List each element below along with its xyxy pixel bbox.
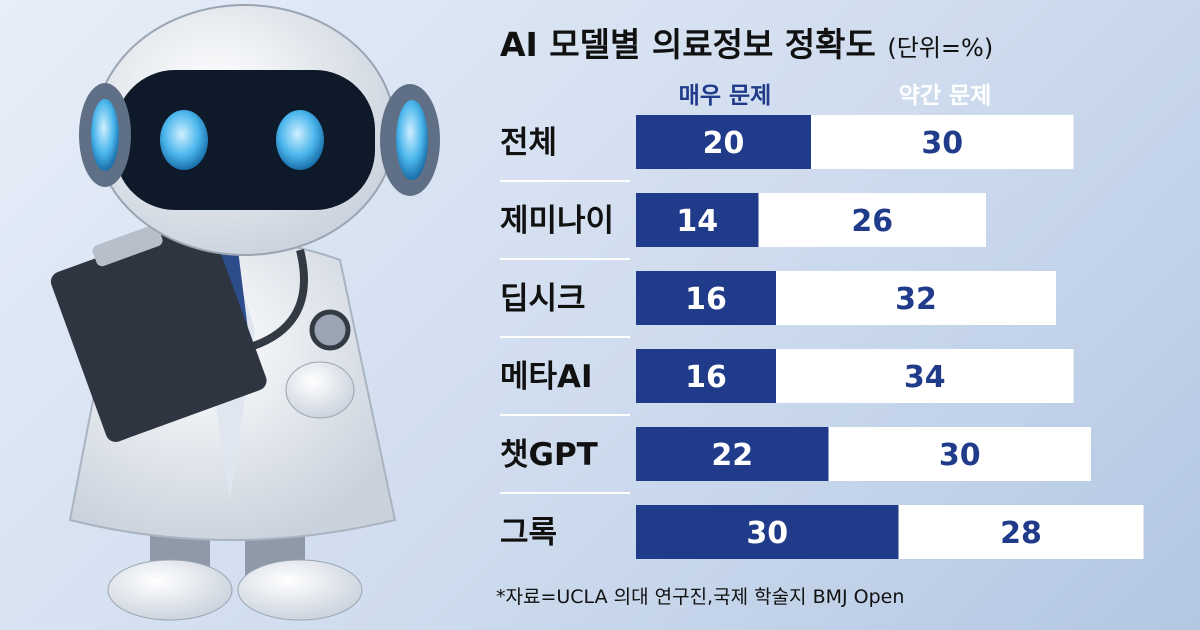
robot-doctor-illustration — [50, 4, 440, 621]
category-label: 제미나이 — [500, 203, 614, 239]
bar-moderate — [776, 349, 1074, 403]
category-label: 챗GPT — [500, 437, 598, 473]
category-label: 딥시크 — [500, 281, 586, 317]
bar-severe — [636, 427, 829, 481]
data-label-moderate: 30 — [921, 126, 963, 161]
data-label-moderate: 32 — [895, 282, 937, 317]
bar-moderate — [898, 505, 1144, 559]
data-label-severe: 16 — [685, 360, 727, 395]
data-label-severe: 14 — [676, 204, 718, 239]
data-label-severe: 20 — [703, 126, 745, 161]
bar-moderate — [811, 115, 1074, 169]
category-label: 그록 — [500, 515, 557, 551]
bar-severe — [636, 271, 776, 325]
bar-moderate — [758, 193, 986, 247]
data-label-severe: 16 — [685, 282, 727, 317]
data-label-severe: 22 — [711, 438, 753, 473]
bar-severe — [636, 115, 811, 169]
chart-title-unit: (단위=%) — [887, 34, 994, 62]
bar-moderate — [776, 271, 1056, 325]
category-label: 전체 — [500, 125, 557, 161]
category-label: 메타AI — [500, 359, 593, 395]
data-label-severe: 30 — [746, 516, 788, 551]
source-note: *자료=UCLA 의대 연구진,국제 학술지 BMJ Open — [496, 586, 905, 608]
data-label-moderate: 30 — [939, 438, 981, 473]
legend-moderate: 약간 문제 — [898, 83, 992, 109]
data-label-moderate: 26 — [851, 204, 893, 239]
data-label-moderate: 28 — [1000, 516, 1042, 551]
chart-title-main: AI 모델별 의료정보 정확도 — [500, 25, 876, 64]
bar-severe — [636, 505, 899, 559]
bar-severe — [636, 349, 776, 403]
bar-severe — [636, 193, 759, 247]
legend-severe: 매우 문제 — [678, 83, 772, 109]
chart-title: AI 모델별 의료정보 정확도 (단위=%) — [500, 18, 993, 66]
data-label-moderate: 34 — [904, 360, 946, 395]
bar-moderate — [828, 427, 1091, 481]
